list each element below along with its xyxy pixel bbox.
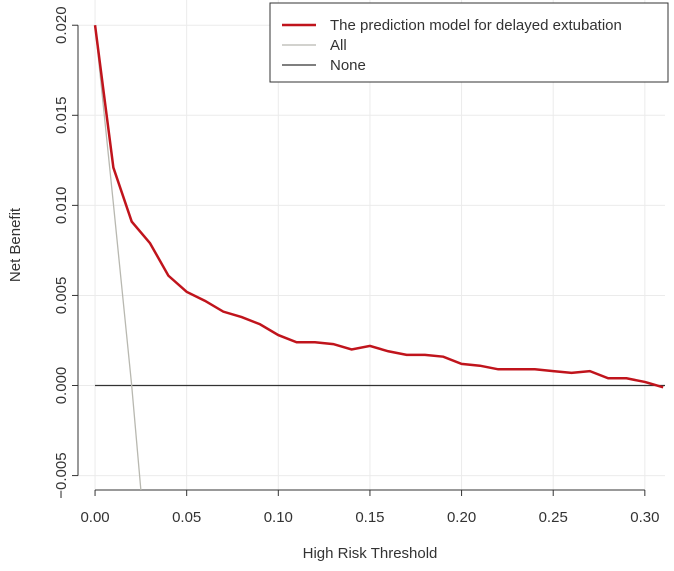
legend-label: None (330, 57, 366, 74)
y-tick-label: 0.020 (53, 6, 70, 44)
x-axis-label: High Risk Threshold (303, 545, 438, 562)
y-axis-label: Net Benefit (7, 207, 24, 282)
x-tick-label: 0.15 (355, 509, 384, 526)
series-line-all (94, 25, 142, 490)
y-tick-label: −0.005 (53, 452, 70, 498)
y-tick-label: 0.000 (53, 367, 70, 405)
series-line-model (93, 25, 664, 389)
y-tick-label: 0.005 (53, 277, 70, 315)
x-tick-label: 0.30 (630, 509, 659, 526)
legend-box (269, 2, 669, 83)
x-tick-label: 0.00 (80, 509, 109, 526)
x-tick-label: 0.20 (447, 509, 476, 526)
y-tick-label: 0.015 (53, 97, 70, 135)
x-tick-label: 0.10 (264, 509, 293, 526)
legend-label: The prediction model for delayed extubat… (330, 17, 622, 34)
legend-label: All (330, 37, 347, 54)
y-tick-label: 0.010 (53, 187, 70, 225)
x-tick-label: 0.25 (539, 509, 568, 526)
x-tick-label: 0.05 (172, 509, 201, 526)
